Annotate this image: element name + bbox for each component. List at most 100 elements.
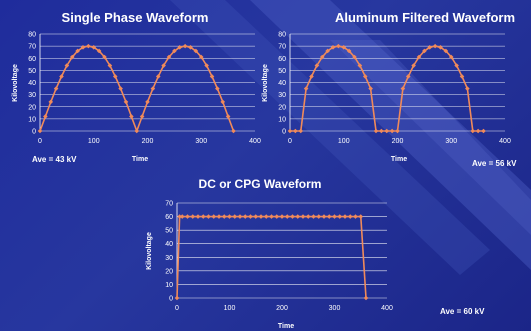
single-phase-data-point	[188, 45, 193, 50]
single-phase-ytick-label: 70	[28, 44, 36, 51]
aluminum-data-point	[459, 74, 465, 79]
aluminum-data-point	[314, 63, 320, 68]
single-phase-data-point	[193, 48, 199, 54]
single-phase-xtick-label: 300	[195, 138, 207, 145]
dc-cpg-data-point	[211, 214, 217, 219]
aluminum-data-point	[357, 63, 363, 68]
single-phase-ytick-label: 10	[28, 116, 36, 123]
dc-cpg-xtick-label: 0	[175, 305, 179, 312]
dc-cpg-data-point	[321, 214, 327, 219]
dc-cpg-data-point	[269, 214, 274, 219]
single-phase-data-point	[107, 63, 113, 68]
dc-cpg-data-point	[248, 214, 253, 219]
aluminum-data-point	[346, 48, 352, 54]
dc-cpg-data-point	[221, 214, 227, 219]
single-phase-data-point	[182, 43, 188, 49]
dc-cpg-data-point	[363, 295, 369, 301]
aluminum-data-point	[379, 128, 384, 134]
single-phase-data-point	[145, 99, 150, 105]
dc-cpg-title: DC or CPG Waveform	[199, 177, 322, 191]
dc-cpg-data-point	[300, 214, 306, 219]
aluminum-ytick-label: 50	[278, 68, 286, 75]
aluminum-ytick-label: 60	[278, 56, 286, 63]
dc-cpg-data-point	[342, 214, 348, 219]
dc-cpg-data-point	[227, 214, 232, 219]
dc-cpg-data-point	[216, 214, 222, 219]
aluminum-data-point	[470, 128, 476, 134]
dc-cpg-data-point	[185, 214, 190, 219]
dc-cpg-data-point	[332, 214, 337, 219]
aluminum-data-point	[416, 54, 422, 60]
dc-cpg-ytick-label: 10	[165, 282, 173, 289]
aluminum-data-point	[303, 86, 309, 91]
aluminum-ytick-label: 0	[282, 129, 286, 136]
aluminum-data-point	[405, 74, 411, 79]
single-phase-data-point	[123, 99, 129, 105]
aluminum-data-point	[336, 43, 341, 49]
dc-cpg-data-point	[316, 214, 322, 219]
single-phase-data-point	[59, 74, 64, 79]
dc-cpg-data-point	[179, 214, 185, 219]
aluminum-data-point	[341, 45, 347, 50]
single-phase-data-point	[231, 128, 236, 134]
dc-cpg-data-point	[279, 214, 285, 219]
single-phase-data-point	[86, 43, 91, 49]
dc-cpg-ytick-label: 20	[165, 268, 173, 275]
dc-cpg-x-axis-label: Time	[278, 323, 294, 330]
aluminum-y-axis-label: Kilovoltage	[262, 64, 269, 102]
aluminum-data-point	[373, 128, 379, 134]
single-phase-data-point	[91, 45, 97, 50]
dc-cpg-data-point	[242, 214, 248, 219]
aluminum-ytick-label: 20	[278, 104, 286, 111]
dc-cpg-data-point	[284, 214, 290, 219]
aluminum-data-point	[384, 128, 390, 134]
single-phase-data-point	[134, 128, 140, 134]
dc-cpg-average-label: Ave = 60 kV	[440, 307, 485, 316]
aluminum-data-point	[400, 86, 406, 91]
single-phase-ytick-label: 0	[32, 129, 36, 136]
aluminum-data-point	[411, 63, 416, 68]
single-phase-title: Single Phase Waveform	[62, 10, 209, 25]
dc-cpg-data-point	[337, 214, 343, 219]
single-phase-data-point	[96, 48, 102, 54]
dc-cpg-ytick-label: 60	[165, 214, 173, 221]
aluminum-data-point	[298, 128, 304, 134]
dc-cpg-data-point	[232, 214, 238, 219]
dc-cpg-data-point	[195, 214, 201, 219]
aluminum-data-point	[427, 45, 433, 50]
single-phase-data-point	[102, 54, 107, 60]
single-phase-data-point	[198, 54, 204, 60]
aluminum-ytick-label: 10	[278, 116, 286, 123]
aluminum-x-axis-label: Time	[391, 156, 407, 163]
single-phase-data-point	[43, 114, 48, 119]
aluminum-data-point	[432, 43, 438, 49]
single-phase-data-point	[155, 74, 161, 79]
single-phase-xtick-label: 100	[88, 138, 100, 145]
aluminum-data-point	[368, 86, 373, 91]
dc-cpg-data-point	[305, 214, 311, 219]
dc-cpg-xtick-label: 200	[276, 305, 288, 312]
single-phase-data-point	[225, 114, 231, 119]
single-phase-x-axis-label: Time	[132, 156, 148, 163]
single-phase-data-point	[53, 86, 59, 91]
single-phase-data-point	[80, 45, 86, 50]
dc-cpg-ytick-label: 40	[165, 241, 173, 248]
single-phase-ytick-label: 30	[28, 92, 36, 99]
aluminum-ytick-label: 30	[278, 92, 286, 99]
aluminum-data-point	[352, 54, 357, 60]
aluminum-data-point	[481, 128, 486, 134]
dc-cpg-data-point	[258, 214, 264, 219]
single-phase-data-point	[161, 63, 166, 68]
dc-cpg-ytick-label: 70	[165, 201, 173, 208]
dc-cpg-data-point	[263, 214, 269, 219]
dc-cpg-data-point	[253, 214, 259, 219]
aluminum-data-point	[319, 54, 325, 60]
aluminum-xtick-label: 400	[499, 138, 511, 145]
single-phase-data-point	[177, 45, 183, 50]
single-phase-data-point	[150, 86, 156, 91]
single-phase-xtick-label: 0	[38, 138, 42, 145]
single-phase-data-point	[129, 114, 134, 119]
